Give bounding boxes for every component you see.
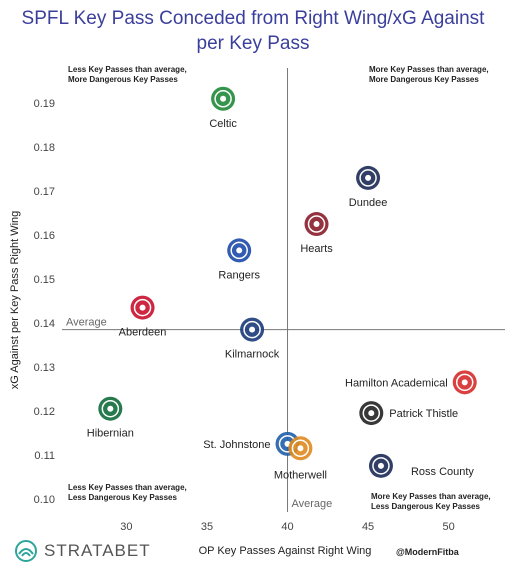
y-tick-label: 0.11	[34, 450, 55, 462]
crest-ring-icon	[230, 241, 248, 260]
data-points: Celtic Dundee Hearts Rangers Aberdeen Kilmarn…	[87, 86, 477, 481]
team-label: Rangers	[218, 269, 260, 281]
crest-center-icon	[107, 405, 114, 412]
chart-title-line1: SPFL Key Pass Conceded from Right Wing/x…	[21, 8, 485, 29]
brand-text: STRATABET	[44, 541, 151, 560]
stratabet-icon	[15, 540, 37, 562]
crest-ring-icon	[455, 373, 474, 392]
x-tick-label: 50	[442, 521, 454, 533]
crest-center-icon	[220, 95, 227, 102]
team-point: Dundee	[349, 165, 388, 209]
y-tick-label: 0.18	[34, 142, 55, 154]
quadrant-label-top-left: More Dangerous Key Passes	[68, 75, 178, 84]
stratabet-logo: STRATABET	[14, 540, 151, 562]
team-point: Hearts	[300, 212, 333, 255]
x-axis-ticks: 30 35 40 45 50	[120, 521, 454, 533]
quadrant-label-top-right: More Dangerous Key Passes	[369, 75, 479, 84]
crest-ring-icon	[291, 439, 310, 458]
crest-ring-icon	[372, 457, 390, 475]
team-label: Hearts	[300, 243, 333, 255]
y-tick-label: 0.13	[34, 362, 55, 374]
quadrant-label-bottom-right: More Key Passes than average,	[371, 492, 491, 501]
y-tick-label: 0.19	[34, 98, 55, 110]
team-point: Rangers	[218, 238, 260, 281]
team-label: Hamilton Academical	[345, 377, 448, 389]
y-tick-label: 0.15	[34, 274, 55, 286]
team-point: Celtic	[209, 86, 237, 130]
team-point: Ross County	[368, 453, 474, 478]
chart-title-line2: per Key Pass	[196, 33, 310, 54]
crest-ring-icon	[133, 298, 152, 317]
quadrant-label-top-left: Less Key Passes than average,	[68, 65, 187, 74]
author-handle: @ModernFitba	[396, 547, 459, 557]
crest-center-icon	[368, 410, 375, 417]
team-point: Motherwell	[274, 436, 327, 481]
quadrant-label-bottom-left: Less Key Passes than average,	[68, 483, 187, 492]
y-axis-ticks: 0.10 0.11 0.12 0.13 0.14 0.15 0.16 0.17 0.18 0.19	[34, 98, 55, 506]
team-label: Aberdeen	[119, 327, 167, 339]
average-y-label: Average	[66, 317, 107, 329]
average-x-label: Average	[292, 498, 333, 510]
team-point: St. Johnstone	[203, 431, 300, 456]
x-tick-label: 35	[201, 521, 213, 533]
team-point: Aberdeen	[119, 295, 167, 339]
team-label: St. Johnstone	[203, 439, 270, 451]
crest-center-icon	[313, 221, 320, 228]
crest-center-icon	[377, 462, 384, 469]
team-label: Kilmarnock	[225, 349, 280, 361]
crest-ring-icon	[214, 90, 232, 108]
team-point: Kilmarnock	[225, 317, 280, 361]
x-axis-title: OP Key Passes Against Right Wing	[199, 545, 372, 557]
quadrant-label-bottom-left: Less Dangerous Key Passes	[68, 493, 177, 502]
quadrant-label-bottom-right: Less Dangerous Key Passes	[371, 502, 480, 511]
crest-ring-icon	[101, 399, 120, 418]
crest-center-icon	[236, 247, 243, 254]
team-point: Hamilton Academical	[345, 370, 477, 395]
team-point: Hibernian	[87, 396, 134, 440]
crest-center-icon	[461, 379, 468, 386]
y-tick-label: 0.10	[34, 494, 55, 506]
crest-center-icon	[249, 326, 256, 333]
team-label: Celtic	[209, 118, 237, 130]
x-tick-label: 30	[120, 521, 132, 533]
team-label: Patrick Thistle	[389, 408, 458, 420]
crest-ring-icon	[307, 215, 326, 233]
crest-center-icon	[297, 445, 304, 452]
quadrant-labels: Less Key Passes than average,More Danger…	[68, 65, 491, 511]
crest-center-icon	[365, 174, 372, 181]
team-point: Patrick Thistle	[359, 401, 458, 426]
y-tick-label: 0.16	[34, 230, 55, 242]
y-tick-label: 0.14	[34, 318, 55, 330]
team-label: Hibernian	[87, 428, 134, 440]
crest-ring-icon	[362, 404, 381, 422]
team-label: Ross County	[411, 466, 474, 478]
y-tick-label: 0.17	[34, 186, 55, 198]
crest-ring-icon	[359, 169, 377, 187]
team-label: Dundee	[349, 197, 388, 209]
quadrant-label-top-right: More Key Passes than average,	[369, 65, 489, 74]
x-tick-label: 45	[362, 521, 374, 533]
chart-title: SPFL Key Pass Conceded from Right Wing/x…	[0, 6, 506, 56]
crest-center-icon	[139, 304, 146, 311]
team-label: Motherwell	[274, 469, 327, 481]
x-tick-label: 40	[281, 521, 293, 533]
y-axis-title: xG Against per Key Pass Right Wing	[9, 211, 21, 390]
y-tick-label: 0.12	[34, 406, 55, 418]
crest-ring-icon	[243, 320, 261, 339]
